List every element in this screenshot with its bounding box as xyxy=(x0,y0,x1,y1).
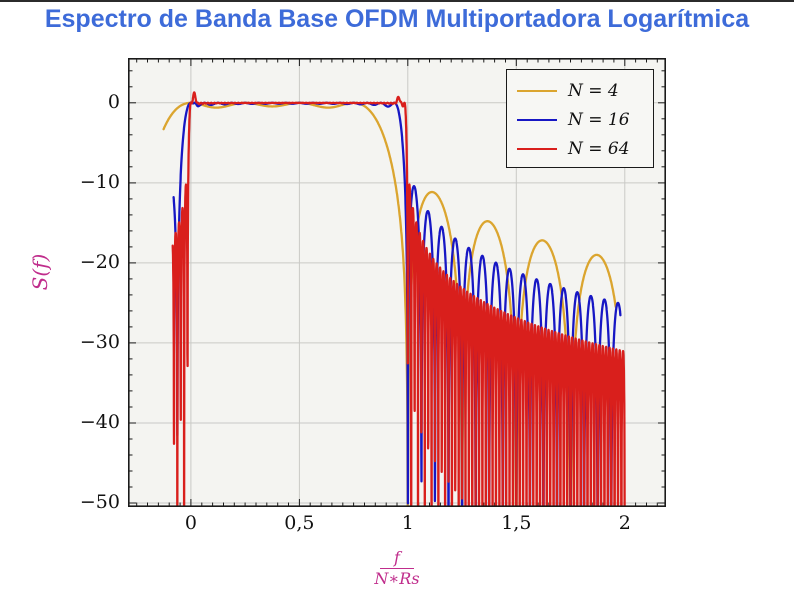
legend-entry-2: N = 64 xyxy=(507,134,653,163)
legend-box: N = 4 N = 16 N = 64 xyxy=(506,69,654,168)
y-tick-label-5: −50 xyxy=(79,490,120,513)
legend-label-0: N = 4 xyxy=(568,80,619,101)
legend-entry-0: N = 4 xyxy=(507,76,653,105)
plot-area: N = 4 N = 16 N = 64 xyxy=(128,58,666,507)
y-tick-label-2: −20 xyxy=(79,250,120,273)
x-axis-numerator: f xyxy=(380,548,414,569)
y-axis-label: S(f) xyxy=(28,253,52,291)
window-top-border xyxy=(0,0,794,2)
x-tick-label-4: 2 xyxy=(618,512,631,534)
legend-line-swatch-2 xyxy=(517,147,557,150)
legend-label-2: N = 64 xyxy=(568,138,630,159)
x-axis-denominator: N∗Rs xyxy=(374,569,420,588)
x-axis-fraction: f N∗Rs xyxy=(374,548,419,589)
y-tick-label-3: −30 xyxy=(79,330,120,353)
y-tick-label-1: −10 xyxy=(79,170,120,193)
x-tick-label-0: 0 xyxy=(184,512,197,534)
series-line-2 xyxy=(171,91,626,507)
x-axis-label: f N∗Rs xyxy=(0,548,794,589)
legend-line-swatch-1 xyxy=(517,118,557,121)
legend-line-swatch-0 xyxy=(517,89,557,92)
plot-canvas xyxy=(128,58,666,507)
y-tick-label-4: −40 xyxy=(79,410,120,433)
x-tick-label-1: 0,5 xyxy=(284,512,315,534)
y-tick-label-0: 0 xyxy=(107,90,120,113)
legend-label-1: N = 16 xyxy=(568,109,630,130)
chart-title: Espectro de Banda Base OFDM Multiportado… xyxy=(44,5,750,33)
x-tick-label-3: 1,5 xyxy=(501,512,532,534)
x-tick-label-2: 1 xyxy=(401,512,414,534)
legend-entry-1: N = 16 xyxy=(507,105,653,134)
